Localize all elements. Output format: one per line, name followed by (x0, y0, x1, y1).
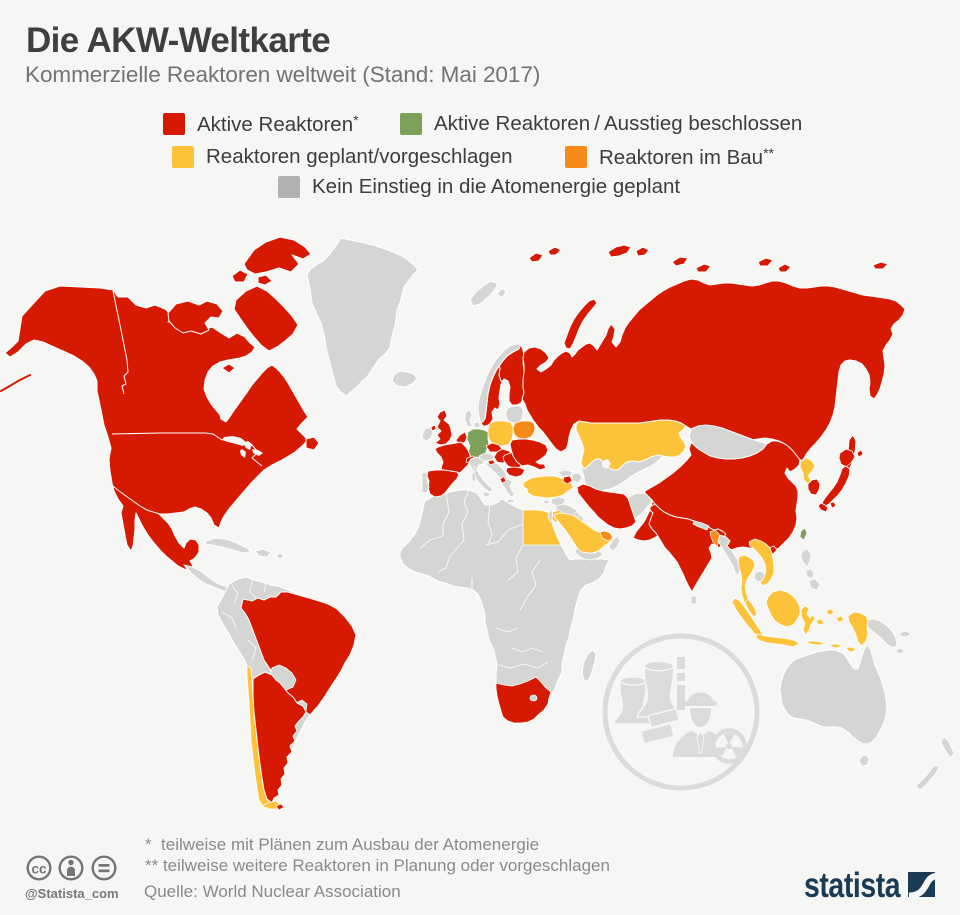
svg-text:cc: cc (31, 862, 47, 877)
svg-text:statista: statista (804, 865, 902, 905)
